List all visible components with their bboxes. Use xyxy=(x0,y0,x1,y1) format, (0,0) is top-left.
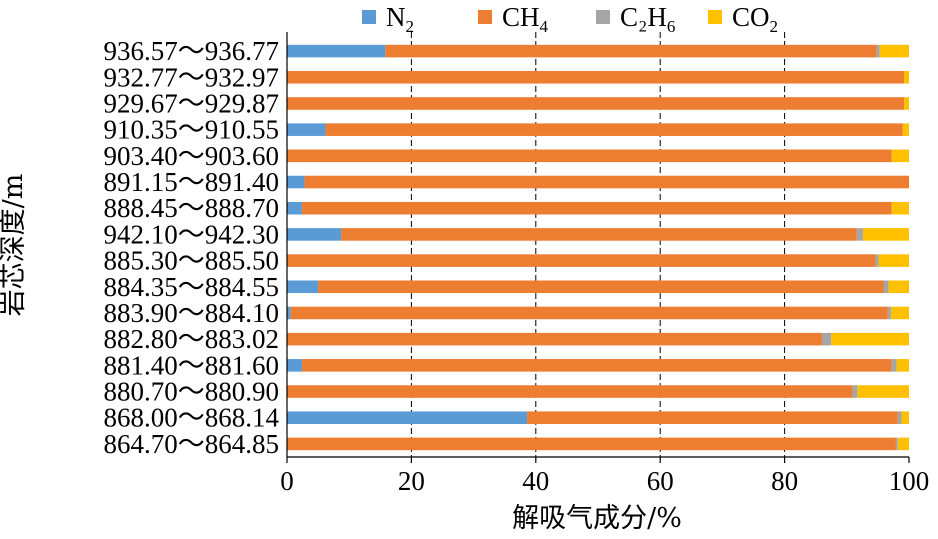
bar-segment-ch6 xyxy=(895,437,898,451)
x-axis: 0 20 40 60 80 100 xyxy=(280,456,930,496)
x-tick-label: 80 xyxy=(771,466,798,496)
x-tick-label: 100 xyxy=(889,466,930,496)
bar-segment-ch4 xyxy=(287,149,892,163)
bar-segment-ch4 xyxy=(287,97,905,110)
bar-segment-n2 xyxy=(287,175,305,189)
bar-segment-ch4 xyxy=(325,123,903,136)
bar-segment-ch4 xyxy=(304,175,909,189)
bars xyxy=(287,44,909,451)
bar-segment-ch4 xyxy=(527,411,898,425)
y-tick-label: 891.15～891.40 xyxy=(104,167,280,197)
bar-segment-n2 xyxy=(287,123,326,136)
bar-segment-co2 xyxy=(857,385,909,398)
bar-segment-co2 xyxy=(862,228,909,241)
y-tick-label: 882.80～883.02 xyxy=(104,324,280,354)
bar-segment-ch6 xyxy=(897,411,902,425)
bar-segment-ch4 xyxy=(301,201,892,215)
y-tick-label: 903.40～903.60 xyxy=(104,141,280,171)
bar-segment-n2 xyxy=(287,411,528,425)
bar-segment-ch6 xyxy=(875,254,879,267)
legend-label: N2 xyxy=(386,2,414,36)
x-tick-label: 20 xyxy=(398,466,425,496)
bar-segment-co2 xyxy=(897,437,909,451)
bar-segment-ch4 xyxy=(341,228,857,241)
bar-segment-ch4 xyxy=(318,280,884,294)
y-axis-label: 岩芯深度/m xyxy=(0,174,29,317)
bar-segment-ch6 xyxy=(891,359,897,372)
bar-segment-n2 xyxy=(287,306,291,320)
bar-segment-n2 xyxy=(287,359,302,372)
bar-segment-ch6 xyxy=(821,332,832,346)
y-tick-label: 929.67～929.87 xyxy=(104,88,280,118)
bar-segment-ch4 xyxy=(290,306,888,320)
x-tick-label: 60 xyxy=(647,466,674,496)
y-tick-label: 880.70～880.90 xyxy=(104,377,280,407)
y-tick-label: 864.70～864.85 xyxy=(104,429,280,459)
x-axis-label: 解吸气成分/% xyxy=(512,503,682,534)
bar-segment-ch6 xyxy=(876,44,880,58)
bar-segment-ch4 xyxy=(385,44,877,58)
y-tick-label: 883.90～884.10 xyxy=(104,298,280,328)
bar-segment-ch4 xyxy=(287,70,905,84)
bar-segment-co2 xyxy=(904,97,909,110)
bar-segment-co2 xyxy=(902,123,909,136)
y-tick-label: 888.45～888.70 xyxy=(104,193,280,223)
bar-segment-co2 xyxy=(904,70,909,84)
legend-swatch xyxy=(596,10,610,24)
legend-swatch xyxy=(708,10,722,24)
bar-segment-ch6 xyxy=(856,228,863,241)
y-tick-label: 932.77～932.97 xyxy=(104,62,280,92)
bar-segment-ch4 xyxy=(287,385,853,398)
bar-segment-ch6 xyxy=(887,306,891,320)
x-tick-label: 0 xyxy=(280,466,294,496)
x-tick-label: 40 xyxy=(522,466,549,496)
bar-segment-ch6 xyxy=(883,280,889,294)
y-tick-label: 910.35～910.55 xyxy=(104,115,280,145)
y-tick-label: 884.35～884.55 xyxy=(104,272,280,302)
bar-segment-co2 xyxy=(896,359,909,372)
bar-segment-n2 xyxy=(287,280,319,294)
y-tick-label: 868.00～868.14 xyxy=(104,403,280,433)
bar-segment-ch4 xyxy=(301,359,892,372)
legend: N2 CH4 C₂H6 CO2 xyxy=(362,2,778,36)
bar-segment-ch4 xyxy=(287,254,876,267)
bar-segment-co2 xyxy=(901,411,909,425)
y-tick-label: 881.40～881.60 xyxy=(104,350,280,380)
bar-segment-co2 xyxy=(888,280,909,294)
bar-segment-co2 xyxy=(879,44,909,58)
bar-segment-ch4 xyxy=(287,332,822,346)
y-tick-label: 942.10～942.30 xyxy=(104,219,280,249)
bar-segment-ch4 xyxy=(287,437,896,451)
bar-segment-n2 xyxy=(287,44,386,58)
bar-segment-ch6 xyxy=(852,385,858,398)
legend-swatch xyxy=(362,10,376,24)
y-tick-label: 885.30～885.50 xyxy=(104,246,280,276)
legend-swatch xyxy=(478,10,492,24)
bar-segment-n2 xyxy=(287,201,302,215)
bar-segment-co2 xyxy=(891,149,909,163)
legend-label: C₂H6 xyxy=(620,2,675,36)
bar-segment-co2 xyxy=(890,306,909,320)
legend-label: CH4 xyxy=(502,2,549,36)
y-axis: 936.57～936.77932.77～932.97929.67～929.879… xyxy=(104,32,288,459)
bar-segment-co2 xyxy=(878,254,909,267)
bar-segment-co2 xyxy=(891,201,909,215)
y-tick-label: 936.57～936.77 xyxy=(104,36,280,66)
bar-segment-n2 xyxy=(287,228,342,241)
legend-label: CO2 xyxy=(732,2,778,36)
bar-segment-co2 xyxy=(831,332,909,346)
